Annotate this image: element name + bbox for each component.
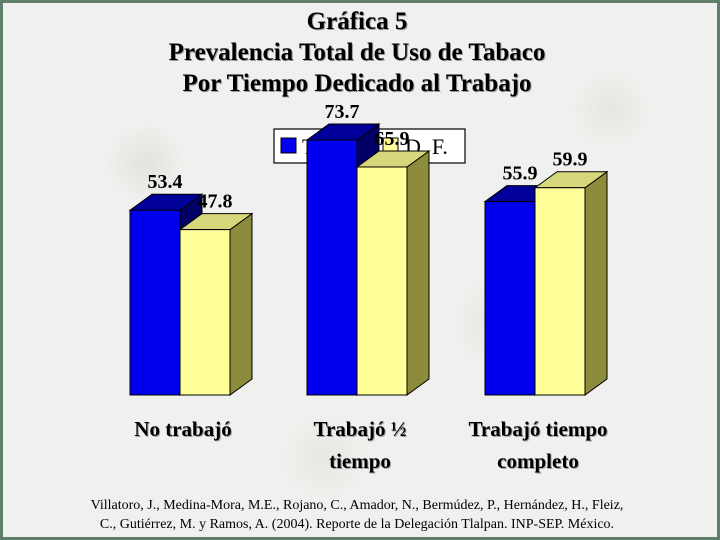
bar-front — [179, 229, 231, 396]
bar-df-2 — [533, 170, 609, 396]
citation-line-2: C., Gutiérrez, M. y Ramos, A. (2004). Re… — [99, 517, 615, 532]
bar-front — [129, 209, 181, 396]
value-label: 59.9 — [553, 149, 588, 171]
title-line-3: Por Tiempo Dedicado al Trabajo — [182, 70, 532, 97]
bar-front — [534, 187, 586, 396]
bar-front — [356, 166, 408, 396]
category-label: Trabajó tiempo completo — [443, 413, 633, 477]
value-labels: 53.4 47.8 73.7 65.9 55.9 59.9 — [148, 101, 588, 213]
bar-side — [406, 150, 430, 396]
bar-side — [229, 212, 253, 396]
citation: Villatoro, J., Medina-Mora, M.E., Rojano… — [0, 496, 714, 534]
category-label: Trabajó ½ tiempo — [265, 413, 455, 477]
bars — [128, 123, 609, 396]
category-label-line: Trabajó tiempo — [468, 417, 608, 441]
value-label: 47.8 — [198, 191, 233, 213]
category-label-line: No trabajó — [134, 417, 232, 441]
bar-df-1 — [355, 150, 431, 396]
value-label: 65.9 — [375, 128, 410, 150]
category-label-line: completo — [497, 449, 579, 473]
citation-line-1: Villatoro, J., Medina-Mora, M.E., Rojano… — [90, 498, 624, 513]
category-label: No trabajó — [88, 413, 278, 445]
bar-side — [584, 170, 608, 396]
legend-swatch — [280, 137, 297, 154]
title-line-2: Prevalencia Total de Uso de Tabaco — [168, 39, 546, 66]
chart-title: Gráfica 5 Prevalencia Total de Uso de Ta… — [0, 6, 714, 99]
value-label: 55.9 — [503, 163, 538, 185]
category-label-line: Trabajó ½ — [313, 417, 407, 441]
value-label: 73.7 — [325, 101, 360, 123]
title-line-1: Gráfica 5 — [306, 8, 408, 35]
bar-df-0 — [178, 212, 254, 396]
category-label-line: tiempo — [329, 449, 391, 473]
value-label: 53.4 — [148, 171, 183, 193]
bar-front — [484, 201, 536, 396]
bar-front — [306, 139, 358, 396]
